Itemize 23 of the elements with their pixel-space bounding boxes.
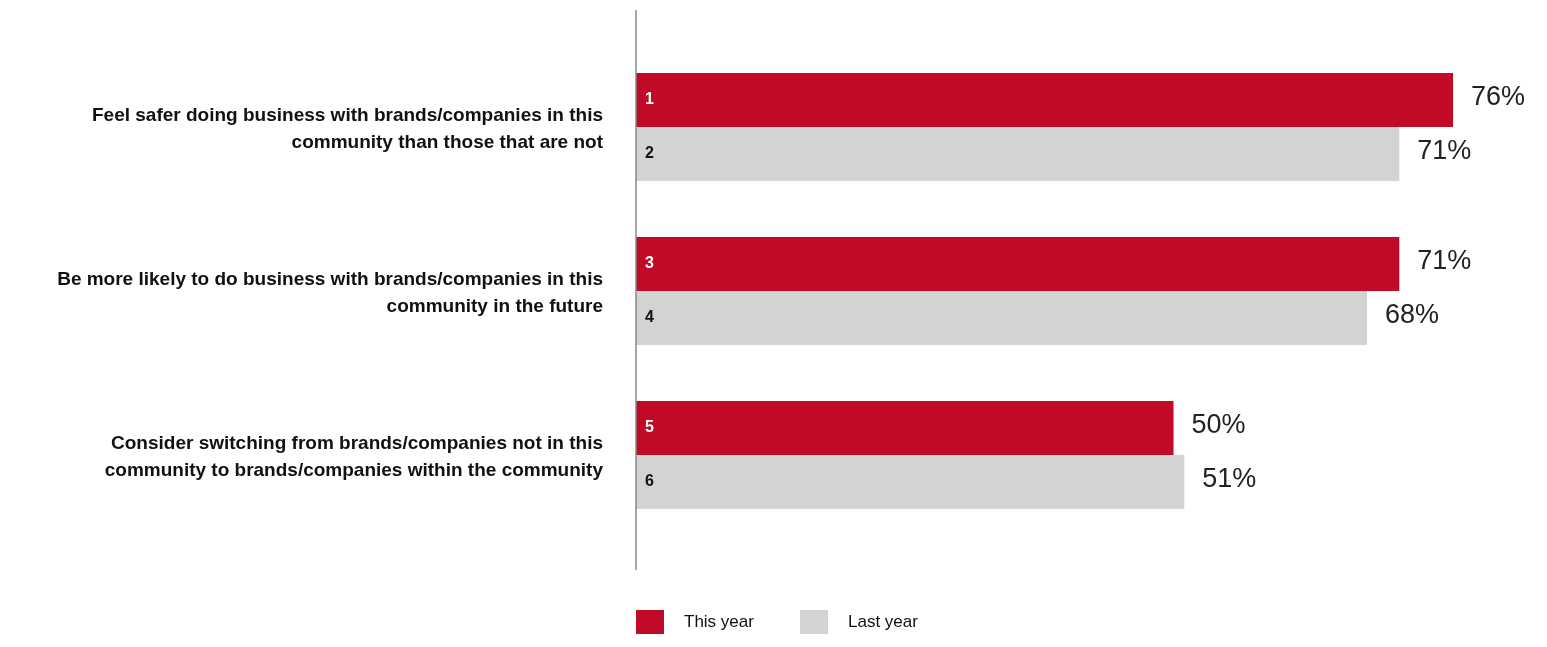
annotation: 5: [645, 418, 654, 436]
y-tick-label: Feel safer doing business with brands/companies in this community than those that are not: [92, 103, 604, 152]
annotation: 6: [645, 472, 654, 490]
annotation: 2: [645, 144, 654, 162]
data-label: 50%: [1191, 409, 1246, 440]
data-label: 71%: [1417, 245, 1472, 276]
bar: [636, 127, 1400, 181]
annotation: 1: [645, 90, 654, 108]
annotation: 4: [645, 308, 654, 326]
data-label: 76%: [1471, 81, 1526, 112]
bar: [636, 291, 1368, 345]
bar: [636, 73, 1454, 127]
bar: [636, 455, 1185, 509]
data-label: 51%: [1202, 463, 1257, 494]
legend-label: This year: [684, 612, 755, 632]
bar: [636, 401, 1174, 455]
legend-label: Last year: [848, 612, 919, 632]
data-label: 68%: [1385, 299, 1440, 330]
annotation: 3: [645, 254, 654, 272]
y-tick-label: Consider switching from brands/companies not in this community to brands/companies within the community: [104, 431, 604, 480]
y-tick-label: Be more likely to do business with brands/companies in this community in the future: [57, 267, 603, 316]
data-label: 71%: [1417, 135, 1472, 166]
bar: [636, 237, 1400, 291]
